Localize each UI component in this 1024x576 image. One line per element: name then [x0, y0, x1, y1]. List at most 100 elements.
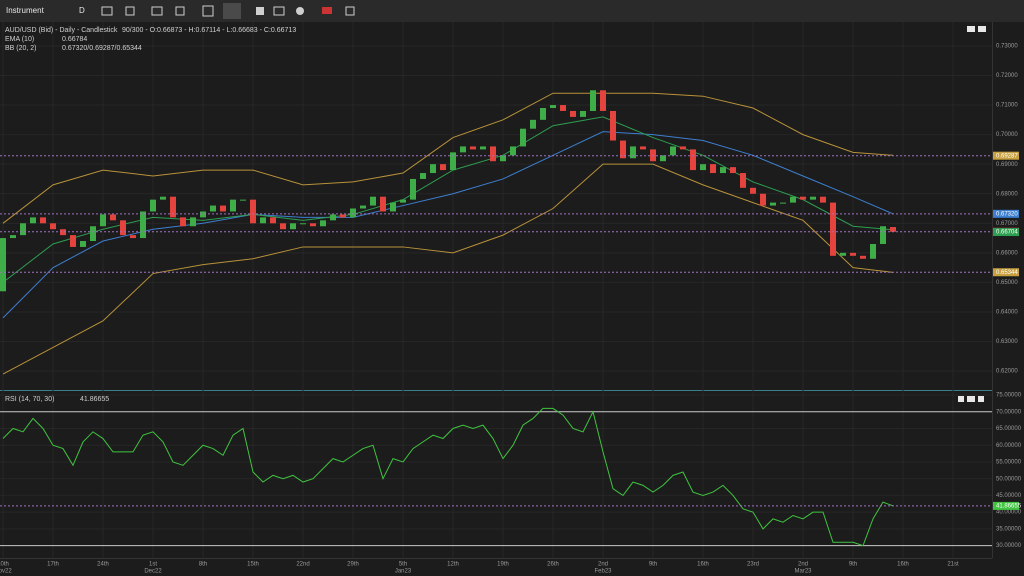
- settings-tool[interactable]: [345, 6, 355, 16]
- x-tick-sublabel: Jan23: [395, 569, 412, 575]
- candle: [140, 211, 146, 239]
- candle: [660, 155, 666, 162]
- price-tag: [993, 209, 1019, 218]
- x-tick-label: 16th: [897, 562, 909, 568]
- candle: [420, 173, 426, 179]
- candle: [370, 196, 376, 206]
- candle: [200, 211, 206, 218]
- candle: [310, 223, 316, 227]
- candle: [320, 220, 326, 227]
- period-menu[interactable]: D: [79, 6, 85, 15]
- maximize-button[interactable]: [967, 26, 975, 32]
- candle: [170, 196, 176, 218]
- candle: [860, 255, 866, 259]
- candle: [550, 105, 556, 109]
- price-tag: [993, 228, 1019, 237]
- price-tag-label: 0.66704: [996, 230, 1018, 236]
- y-tick-label: 0.64000: [996, 310, 1018, 316]
- y-tick-label: 0.68000: [996, 191, 1018, 197]
- x-tick-label: 24th: [97, 562, 109, 568]
- x-tick-sublabel: Mar23: [794, 569, 812, 575]
- candle: [300, 223, 306, 225]
- rsi-expand-button[interactable]: [967, 396, 975, 402]
- draw-tool[interactable]: [101, 6, 113, 16]
- y-tick-label: 0.70000: [996, 132, 1018, 138]
- x-tick-label: 15th: [247, 562, 259, 568]
- candle: [790, 196, 796, 203]
- x-tick-label: 19th: [497, 562, 509, 568]
- candle: [280, 223, 286, 230]
- candle: [20, 223, 26, 236]
- y-tick-label: 0.69000: [996, 162, 1018, 168]
- candle: [520, 128, 526, 147]
- candle: [690, 149, 696, 171]
- x-tick-label: 26th: [547, 562, 559, 568]
- candle: [880, 226, 886, 244]
- y-tick-label: 55.00000: [996, 460, 1022, 466]
- y-tick-label: 60.00000: [996, 443, 1022, 449]
- candle: [490, 146, 496, 162]
- candle: [480, 146, 486, 150]
- candle: [30, 217, 36, 224]
- candle: [230, 199, 236, 212]
- expand-button[interactable]: [978, 26, 986, 32]
- candle: [500, 155, 506, 162]
- crosshair-tool[interactable]: [223, 3, 241, 19]
- y-tick-label: 30.00000: [996, 543, 1022, 549]
- y-tick-label: 0.71000: [996, 103, 1018, 109]
- delete-tool[interactable]: [175, 6, 185, 16]
- candle: [400, 199, 406, 203]
- indicators-tool[interactable]: [256, 7, 264, 15]
- candle: [530, 119, 536, 129]
- x-tick-label: 12th: [447, 562, 459, 568]
- ohlc-readout: 90/300 - O:0.66873 - H:0.67114 - L:0.666…: [122, 27, 296, 34]
- x-tick-label: 5th: [399, 562, 407, 568]
- candle: [600, 90, 606, 111]
- candle: [810, 196, 816, 200]
- price-tag-label: 0.65344: [996, 270, 1018, 276]
- layout-tool[interactable]: [202, 5, 214, 17]
- candle: [760, 193, 766, 206]
- candle: [120, 220, 126, 236]
- candle: [570, 110, 576, 117]
- rsi-line: [2, 407, 894, 547]
- candle: [190, 217, 196, 227]
- rsi-up-button[interactable]: [958, 396, 964, 402]
- x-tick-sublabel: Nov22: [0, 569, 12, 575]
- candle: [850, 252, 856, 256]
- x-tick-label: 23rd: [747, 562, 759, 568]
- x-tick-label: 17th: [47, 562, 59, 568]
- line-tool[interactable]: [151, 6, 163, 16]
- candle: [450, 152, 456, 171]
- y-tick-label: 35.00000: [996, 526, 1022, 532]
- candle: [610, 110, 616, 141]
- rsi-close-button[interactable]: [978, 396, 984, 402]
- indicator-name: BB (20, 2): [5, 45, 37, 52]
- y-tick-label: 50.00000: [996, 476, 1022, 482]
- candle: [670, 146, 676, 156]
- x-tick-label: 8th: [199, 562, 207, 568]
- toolbar-icons: [101, 3, 355, 19]
- candle: [40, 217, 46, 224]
- measure-tool[interactable]: [125, 6, 135, 16]
- y-tick-label: 0.67000: [996, 221, 1018, 227]
- candle: [890, 227, 896, 232]
- candle: [240, 199, 246, 201]
- candle: [150, 199, 156, 212]
- share-tool[interactable]: [273, 6, 285, 16]
- y-tick-label: 0.73000: [996, 44, 1018, 50]
- x-tick-label: 2nd: [798, 562, 808, 568]
- theme-tool[interactable]: [296, 7, 304, 15]
- y-tick-label: 0.65000: [996, 280, 1018, 286]
- y-tick-label: 0.62000: [996, 369, 1018, 375]
- language-flag[interactable]: [322, 7, 332, 14]
- candle: [430, 164, 436, 174]
- candle: [290, 223, 296, 230]
- y-tick-label: 45.00000: [996, 493, 1022, 499]
- candle: [380, 196, 386, 212]
- candle: [130, 235, 136, 239]
- candle: [90, 226, 96, 242]
- chart-title: AUD/USD (Bid) - Daily - Candlestick: [5, 27, 118, 34]
- instrument-menu[interactable]: Instrument: [6, 6, 45, 15]
